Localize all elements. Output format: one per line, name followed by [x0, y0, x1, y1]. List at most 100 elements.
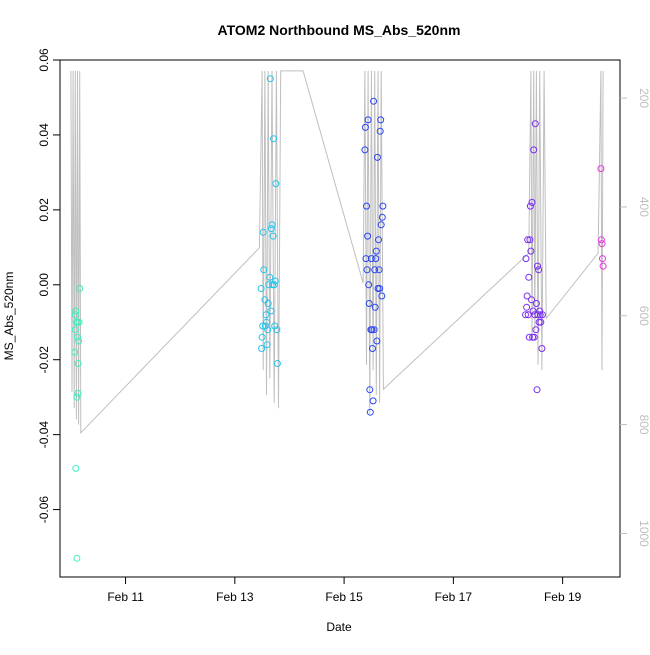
y2-tick-label-4: 1000: [637, 520, 650, 547]
data-points-layer: [71, 75, 607, 562]
data-point-s2-25: [375, 236, 382, 244]
data-point-s1-5: [260, 266, 268, 274]
data-point-s1-4: [259, 228, 267, 236]
data-point-s2-21: [372, 247, 380, 255]
y-axis-label: MS_Abs_520nm: [2, 272, 16, 361]
data-point-s2-16: [370, 97, 378, 105]
data-point-s3-28: [537, 318, 545, 326]
data-point-s3-9: [526, 202, 534, 210]
y2-tick-label-3: 800: [637, 415, 650, 435]
y-tick-label-0: -0.06: [37, 496, 51, 524]
data-point-s1-27: [273, 360, 281, 367]
data-point-s3-6: [525, 273, 533, 281]
data-point-s2-7: [365, 281, 373, 289]
data-point-s1-2: [258, 333, 266, 341]
data-point-s0-7: [73, 554, 81, 562]
data-point-s1-24: [271, 277, 279, 285]
data-point-s3-22: [534, 262, 541, 270]
data-point-s2-0: [361, 146, 369, 154]
data-point-s3-1: [522, 255, 530, 263]
data-point-s1-3: [259, 322, 267, 330]
data-point-s4-1: [597, 236, 605, 244]
data-point-s3-11: [528, 296, 535, 304]
data-point-s0-3: [72, 307, 80, 315]
plot-frame: [59, 59, 621, 578]
data-point-s3-20: [532, 300, 540, 307]
data-point-s3-4: [524, 236, 532, 244]
y2-tick-label-2: 600: [637, 306, 650, 326]
data-point-s4-4: [599, 262, 607, 270]
data-point-s2-23: [373, 153, 381, 161]
data-point-s3-27: [536, 311, 544, 319]
data-point-s2-20: [372, 255, 380, 263]
data-point-s2-18: [371, 266, 379, 274]
x-axis-label: Date: [326, 620, 352, 634]
data-point-s2-19: [371, 303, 379, 311]
data-point-s1-25: [272, 180, 280, 188]
data-point-s0-12: [75, 337, 83, 345]
data-point-s3-10: [527, 247, 535, 255]
y2-tick-label-1: 400: [637, 197, 650, 217]
data-point-s2-15: [369, 397, 377, 405]
data-point-s0-4: [72, 464, 80, 472]
data-point-s2-4: [363, 266, 371, 274]
y-tick-label-4: 0.02: [37, 198, 51, 222]
data-point-s2-31: [378, 292, 386, 300]
data-point-s2-28: [376, 127, 384, 135]
data-point-s0-10: [74, 360, 82, 367]
data-point-s2-17: [370, 326, 378, 334]
data-point-s3-0: [522, 311, 529, 319]
data-point-s1-23: [271, 322, 279, 330]
data-point-s0-9: [74, 333, 81, 341]
data-point-s2-9: [366, 386, 374, 394]
data-point-s1-0: [257, 285, 265, 292]
data-point-s3-15: [530, 146, 538, 154]
data-point-s3-7: [525, 333, 533, 341]
data-point-s2-29: [377, 116, 385, 124]
data-point-s2-30: [377, 221, 385, 229]
data-point-s3-3: [523, 292, 531, 300]
data-point-s0-2: [71, 311, 79, 319]
data-point-s1-26: [273, 326, 281, 334]
data-point-s3-23: [534, 311, 542, 319]
data-point-s2-27: [376, 285, 384, 292]
data-point-s3-30: [538, 311, 546, 319]
data-point-s2-33: [379, 202, 387, 210]
data-point-s1-22: [270, 281, 278, 289]
data-point-s3-21: [533, 386, 541, 394]
data-point-s3-24: [535, 266, 543, 274]
data-point-s1-16: [267, 307, 275, 315]
data-point-s2-10: [366, 408, 374, 416]
y-tick-label-5: 0.04: [37, 123, 51, 147]
data-point-s2-22: [373, 337, 381, 345]
data-point-s2-1: [361, 123, 369, 131]
data-point-s1-12: [264, 300, 272, 307]
data-point-s0-6: [73, 393, 81, 401]
x-tick-label-2: Feb 15: [325, 590, 363, 604]
data-point-s2-3: [363, 202, 370, 210]
y-tick-label-2: -0.02: [37, 346, 51, 374]
data-point-s1-7: [261, 322, 269, 330]
data-point-s1-15: [266, 75, 274, 83]
y2-tick-label-0: 200: [637, 88, 650, 108]
data-point-s1-18: [268, 221, 276, 229]
data-point-s2-6: [364, 116, 372, 124]
data-point-s1-1: [258, 345, 266, 352]
data-point-s3-8: [526, 236, 534, 244]
y-tick-label-1: -0.04: [37, 421, 51, 449]
data-point-s1-8: [262, 311, 270, 319]
data-point-s2-26: [375, 266, 383, 274]
depth-trace-layer: [70, 70, 604, 435]
data-point-s0-14: [76, 285, 84, 292]
data-point-s3-5: [524, 311, 532, 319]
data-point-s3-29: [538, 345, 546, 352]
data-point-s1-10: [263, 341, 271, 349]
data-point-s0-11: [74, 389, 82, 397]
data-point-s0-0: [71, 348, 79, 356]
data-point-s2-13: [368, 326, 376, 334]
data-point-s0-1: [71, 326, 79, 334]
data-point-s3-12: [528, 198, 536, 206]
data-point-s1-14: [266, 273, 274, 281]
